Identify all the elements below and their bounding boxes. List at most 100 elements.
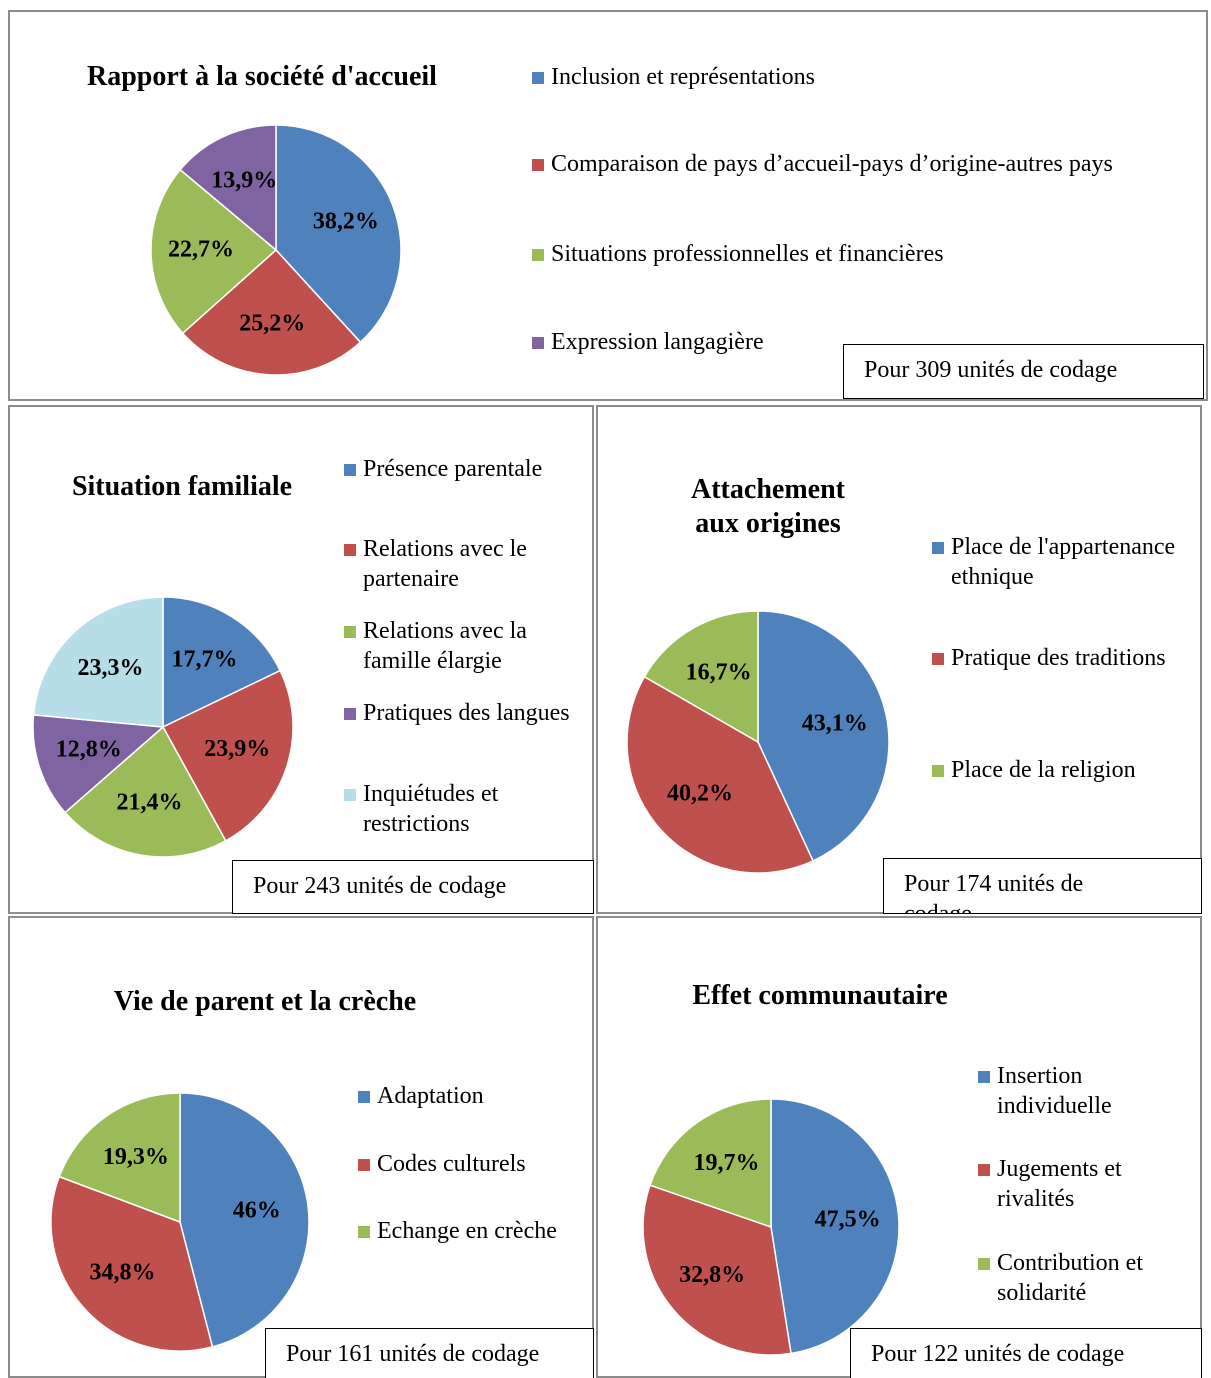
legend-swatch: [344, 789, 356, 801]
legend-item: Codes culturels: [358, 1149, 558, 1179]
pie-slice: [32, 596, 164, 728]
annotation-box: Pour 174 unités de codage: [883, 858, 1202, 914]
legend-swatch: [978, 1258, 990, 1270]
data-label: 19,7%: [693, 1150, 759, 1176]
legend-label: Présence parentale: [363, 456, 543, 482]
legend-label: Comparaison de pays d’accueil-pays d’ori…: [551, 151, 1113, 177]
legend-swatch: [344, 626, 356, 638]
pie-slice: [32, 714, 165, 814]
legend-item: Présence parentale: [344, 454, 574, 484]
data-label: 47,5%: [815, 1206, 881, 1232]
legend-swatch: [358, 1226, 370, 1238]
data-label: 46%: [233, 1198, 281, 1224]
legend-swatch: [932, 653, 944, 665]
annotation: Pour 309 unités de codage: [864, 357, 1118, 383]
legend-swatch: [532, 159, 544, 171]
pie-slice: [64, 725, 227, 858]
legend-label: Pratiques des langues: [363, 700, 570, 726]
annotation: Pour 161 unités de codage: [286, 1341, 540, 1367]
legend-item: Adaptation: [358, 1081, 558, 1111]
legend-swatch: [358, 1091, 370, 1103]
legend-label: Pratique des traditions: [951, 645, 1166, 671]
data-label: 12,8%: [56, 736, 122, 762]
annotation: Pour 122 unités de codage: [871, 1341, 1125, 1367]
chart-title: Vie de parent et la crèche: [113, 986, 417, 1017]
pie-slice: [161, 669, 294, 842]
legend-item: Expression langagière: [532, 327, 1132, 357]
legend-label: Relations avec la famille élargie: [363, 618, 527, 674]
data-label: 21,4%: [116, 789, 182, 815]
chart-title: Situation familiale: [71, 471, 293, 502]
pie-slice: [643, 610, 759, 744]
pie-slice: [275, 124, 402, 344]
legend-swatch: [358, 1159, 370, 1171]
data-label: 23,3%: [77, 655, 143, 681]
legend-swatch: [344, 708, 356, 720]
legend-label: Inclusion et représentations: [551, 64, 815, 90]
pie-slice: [58, 1092, 181, 1224]
legend-item: Comparaison de pays d’accueil-pays d’ori…: [532, 149, 1132, 179]
legend-swatch: [978, 1071, 990, 1083]
legend-swatch: [978, 1164, 990, 1176]
legend-label: Codes culturels: [377, 1151, 526, 1177]
pie-slice: [649, 1098, 772, 1229]
pie-slice: [179, 124, 277, 252]
data-label: 22,7%: [168, 237, 234, 263]
pie-slice: [150, 168, 278, 335]
pie-slice: [162, 596, 282, 729]
legend-item: Place de la religion: [932, 755, 1202, 785]
data-label: 32,8%: [679, 1262, 745, 1288]
pie-slice: [50, 1175, 214, 1352]
legend-swatch: [532, 337, 544, 349]
pie-slice: [626, 675, 815, 874]
pie-slice: [770, 1098, 900, 1355]
pie-slice: [181, 248, 362, 376]
legend-item: Situations professionnelles et financièr…: [532, 239, 1132, 269]
legend-swatch: [932, 542, 944, 554]
data-label: 17,7%: [172, 646, 238, 672]
chart-title: Effet communautaire: [692, 980, 948, 1011]
pie-slice: [179, 1092, 310, 1348]
legend-label: Expression langagière: [551, 329, 764, 355]
annotation-box: Pour 243 unités de codage: [232, 860, 594, 914]
data-label: 13,9%: [211, 168, 277, 194]
data-label: 34,8%: [89, 1259, 155, 1285]
data-label: 25,2%: [239, 310, 305, 336]
data-label: 23,9%: [204, 736, 270, 762]
legend-label: Relations avec le partenaire: [363, 536, 527, 592]
legend-label: Contribution et solidarité: [997, 1250, 1143, 1306]
legend-item: Echange en crèche: [358, 1216, 558, 1246]
legend-item: Relations avec le partenaire: [344, 534, 574, 594]
legend-label: Inquiétudes et restrictions: [363, 781, 499, 837]
data-label: 16,7%: [686, 659, 752, 685]
legend-swatch: [932, 765, 944, 777]
legend-item: Place de l'appartenance ethnique: [932, 532, 1202, 592]
data-label: 19,3%: [103, 1144, 169, 1170]
pie-slice: [757, 610, 890, 862]
annotation: Pour 174 unités de codage: [904, 871, 1084, 914]
legend-label: Jugements et rivalités: [997, 1156, 1122, 1212]
legend-item: Insertion individuelle: [978, 1061, 1178, 1121]
legend-swatch: [532, 72, 544, 84]
legend-swatch: [532, 249, 544, 261]
legend-item: Inclusion et représentations: [532, 62, 1132, 92]
annotation: Pour 243 unités de codage: [253, 873, 507, 899]
legend-label: Place de l'appartenance ethnique: [951, 534, 1176, 590]
legend-label: Place de la religion: [951, 757, 1136, 783]
legend-label: Situations professionnelles et financièr…: [551, 241, 944, 267]
chart-title: Attachement aux origines: [691, 474, 845, 539]
pie-slice: [642, 1184, 792, 1356]
legend-label: Insertion individuelle: [997, 1063, 1112, 1119]
legend-item: Relations avec la famille élargie: [344, 616, 574, 676]
legend-swatch: [344, 544, 356, 556]
annotation-box: Pour 161 unités de codage: [265, 1328, 594, 1378]
legend-label: Echange en crèche: [377, 1218, 557, 1244]
legend-item: Inquiétudes et restrictions: [344, 779, 574, 839]
chart-title: Rapport à la société d'accueil: [87, 61, 437, 92]
data-label: 40,2%: [667, 781, 733, 807]
legend-item: Contribution et solidarité: [978, 1248, 1178, 1308]
annotation-box: Pour 309 unités de codage: [843, 344, 1204, 399]
legend-swatch: [344, 464, 356, 476]
